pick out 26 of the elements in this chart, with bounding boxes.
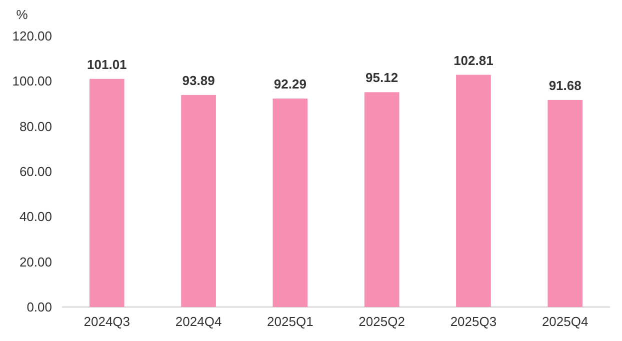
data-label: 93.89 (182, 72, 215, 88)
x-tick-label: 2025Q4 (542, 314, 588, 329)
bar (548, 100, 583, 307)
bar (181, 94, 216, 307)
data-label: 102.81 (454, 52, 494, 68)
y-axis-title: % (16, 7, 28, 22)
y-tick-label: 100.00 (12, 74, 52, 89)
data-label: 95.12 (366, 70, 398, 86)
bar (272, 98, 308, 307)
x-tick-label: 2025Q3 (450, 314, 497, 329)
y-tick-label: 40.00 (19, 209, 52, 224)
y-tick-label: 60.00 (19, 164, 52, 180)
x-tick-label: 2025Q2 (358, 314, 405, 329)
x-tick-label: 2024Q3 (84, 314, 130, 329)
bar (89, 78, 124, 307)
data-label: 91.68 (548, 78, 582, 93)
y-tick-label: 20.00 (19, 254, 52, 270)
x-tick-label: 2024Q4 (175, 314, 222, 329)
bar (456, 74, 491, 307)
data-label: 101.01 (87, 56, 127, 72)
bar (364, 92, 400, 307)
y-tick-label: 80.00 (19, 118, 52, 134)
y-tick-label: 120.00 (12, 28, 52, 44)
x-tick-label: 2025Q1 (267, 314, 314, 329)
y-tick-label: 0.00 (26, 300, 52, 315)
data-label: 92.29 (274, 76, 306, 92)
